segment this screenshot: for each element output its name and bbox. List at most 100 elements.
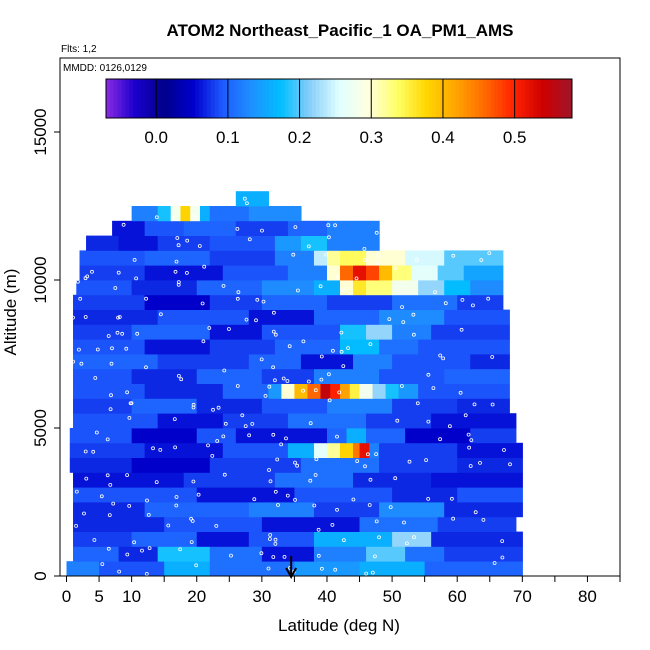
heat-cell [353, 280, 367, 296]
heat-cell [431, 413, 517, 429]
heat-cell [326, 294, 393, 310]
sample-point [470, 303, 475, 308]
heat-cell [340, 250, 367, 266]
heat-cell [437, 265, 465, 281]
colorbar-swatch [428, 79, 433, 118]
sample-point [374, 230, 379, 235]
heat-cell [118, 546, 159, 562]
heat-cell [346, 428, 367, 444]
colorbar-swatch [342, 79, 348, 118]
sample-point [261, 299, 266, 304]
heat-cell [222, 265, 289, 281]
colorbar-tick-label: 0.1 [216, 128, 240, 147]
sample-point [400, 305, 405, 310]
colorbar-swatch [129, 79, 134, 118]
sample-point [214, 524, 219, 528]
heat-cell [326, 250, 341, 266]
colorbar-swatch [412, 79, 418, 118]
sample-point [393, 266, 398, 271]
sample-point [451, 253, 456, 258]
sample-point [235, 226, 240, 231]
colorbar-swatch [478, 79, 484, 118]
heat-cell [248, 309, 315, 325]
sample-point [240, 413, 245, 418]
heat-cell [300, 457, 380, 473]
colorbar-swatch [292, 79, 297, 118]
heat-cell [209, 561, 296, 576]
sample-point [368, 342, 373, 347]
heat-cell [73, 398, 133, 414]
colorbar-swatch [214, 79, 220, 118]
y-axis-label: Altitude (m) [1, 269, 20, 356]
heat-cell [183, 220, 237, 236]
heat-cell [287, 265, 328, 281]
sample-point [374, 452, 379, 457]
sample-point [117, 569, 121, 574]
sample-point [279, 442, 284, 447]
heat-cell [463, 265, 504, 281]
location-arrow [285, 556, 298, 580]
sample-point [71, 315, 75, 320]
sample-point [447, 424, 452, 429]
x-axis-label: Latitude (deg N) [278, 616, 400, 635]
colorbar-swatch [125, 79, 130, 118]
heat-cell [418, 339, 510, 355]
sample-point [336, 275, 341, 280]
heat-cell [73, 383, 146, 399]
sample-point [377, 535, 381, 540]
colorbar-swatch [467, 79, 472, 118]
heat-cell [418, 280, 445, 296]
sample-point [339, 330, 344, 335]
sample-point [293, 460, 297, 465]
sample-point [255, 297, 260, 302]
sample-point [301, 388, 306, 393]
colorbar-swatch [498, 79, 503, 118]
heat-cell [73, 413, 159, 429]
sample-point [508, 462, 512, 467]
colorbar-swatch [490, 79, 495, 118]
colorbar-swatch [525, 79, 530, 118]
heat-cell [379, 442, 458, 458]
sample-point [106, 334, 111, 338]
sample-point [146, 513, 151, 517]
sample-point [222, 368, 227, 373]
sample-point [273, 542, 278, 546]
sample-point [372, 554, 377, 559]
sample-point [412, 535, 416, 540]
sample-point [313, 388, 318, 393]
sample-point [125, 552, 130, 557]
heat-cell [235, 191, 269, 207]
colorbar-tick-label: 0.5 [503, 128, 527, 147]
sample-point [236, 290, 241, 295]
heat-cell [164, 561, 211, 576]
y-axis: 0 5000 10000 15000 [31, 108, 60, 581]
colorbar-swatch [548, 79, 554, 118]
sample-point [319, 354, 324, 359]
sample-point [318, 284, 323, 289]
sample-point [355, 459, 360, 464]
heat-cell [457, 398, 510, 414]
heat-cell [209, 457, 302, 473]
sample-point [145, 498, 149, 503]
sample-point [399, 384, 404, 388]
heat-cell [470, 354, 510, 370]
x-tick-label: 80 [578, 587, 597, 606]
heat-cell [418, 383, 510, 399]
flights-label: Flts: 1,2 [61, 44, 97, 55]
y-tick-label: 5000 [31, 409, 50, 447]
sample-point [175, 236, 180, 240]
heat-cell [79, 250, 146, 266]
heat-cell [326, 265, 341, 281]
sample-point [463, 413, 468, 418]
sample-point [120, 331, 125, 336]
heat-cell [261, 516, 361, 532]
colorbar-swatch [346, 79, 352, 118]
sample-point [306, 379, 311, 384]
sample-point [426, 496, 431, 501]
heat-cell [274, 472, 354, 488]
colorbar-swatch [164, 79, 169, 118]
sample-point [179, 377, 184, 382]
sample-point [100, 562, 105, 566]
sample-point [326, 223, 331, 228]
sample-point [250, 421, 255, 426]
